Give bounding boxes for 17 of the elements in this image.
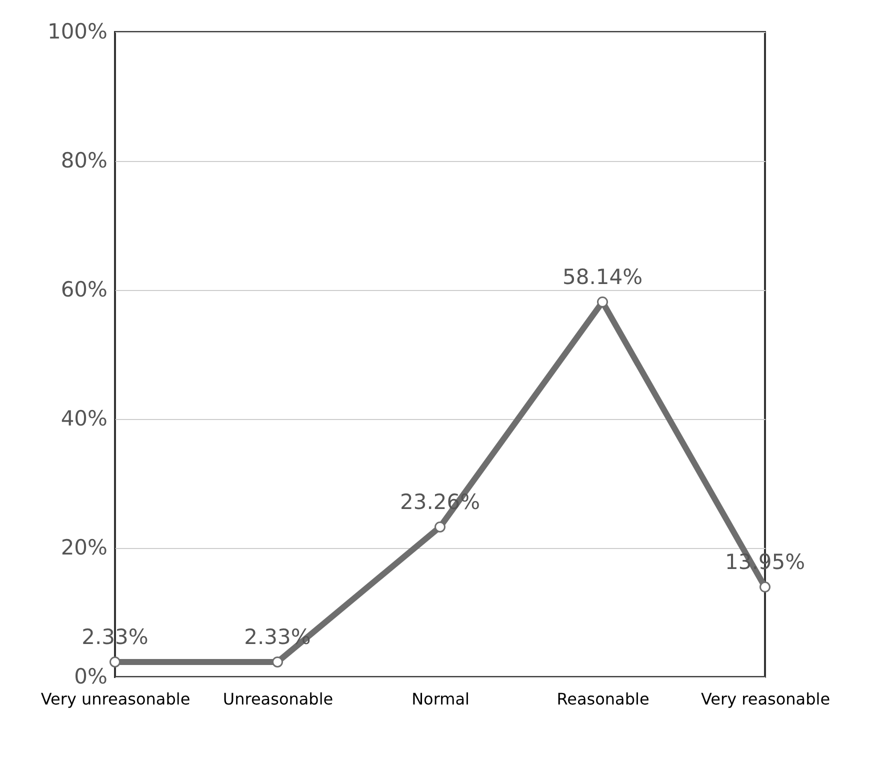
x-tick-label: Very unreasonable	[40, 690, 190, 708]
x-tick-label: Very reasonable	[700, 690, 830, 708]
x-tick-label: Reasonable	[556, 690, 650, 708]
y-tick-label: 40%	[60, 406, 108, 430]
y-tick-label: 80%	[60, 148, 108, 172]
y-tick-label: 60%	[60, 278, 108, 302]
point	[110, 656, 120, 668]
text: 58.14%	[562, 264, 643, 289]
y-tick-label: 20%	[60, 536, 108, 560]
point	[272, 656, 283, 668]
x-tick-label: Unreasonable	[222, 690, 334, 708]
y-tick-label: 100%	[47, 20, 108, 44]
y-tick-label: 0%	[74, 664, 108, 688]
x-tick-label: Normal	[412, 690, 470, 708]
point	[434, 521, 446, 532]
point	[597, 296, 608, 308]
point	[760, 582, 770, 593]
